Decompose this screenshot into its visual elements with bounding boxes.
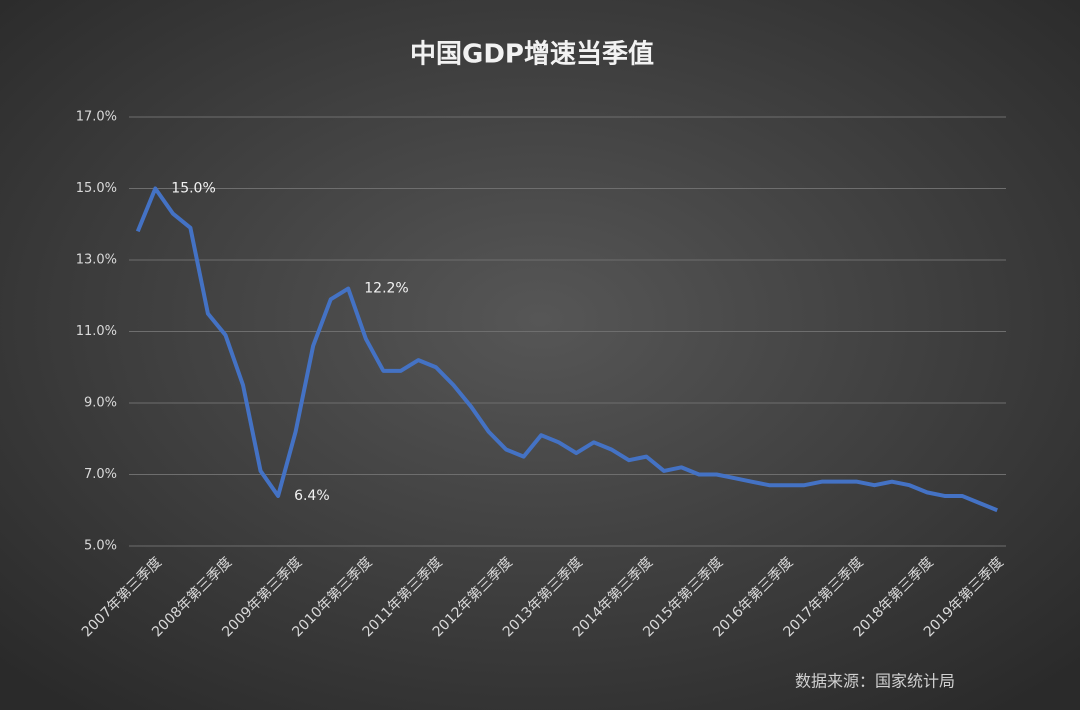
y-tick-label: 5.0% xyxy=(84,539,117,554)
y-tick-label: 11.0% xyxy=(76,324,117,339)
data-label: 12.2% xyxy=(364,281,408,297)
source-note: 数据来源：国家统计局 xyxy=(795,672,955,691)
y-tick-label: 13.0% xyxy=(76,253,117,268)
y-tick-label: 15.0% xyxy=(76,181,117,196)
y-tick-label: 7.0% xyxy=(84,467,117,482)
data-line xyxy=(135,186,998,513)
chart-title: 中国GDP增速当季值 xyxy=(410,39,654,70)
data-label: 15.0% xyxy=(171,181,215,197)
y-tick-label: 9.0% xyxy=(84,396,117,411)
data-label: 6.4% xyxy=(294,488,330,504)
y-tick-label: 17.0% xyxy=(76,110,117,125)
